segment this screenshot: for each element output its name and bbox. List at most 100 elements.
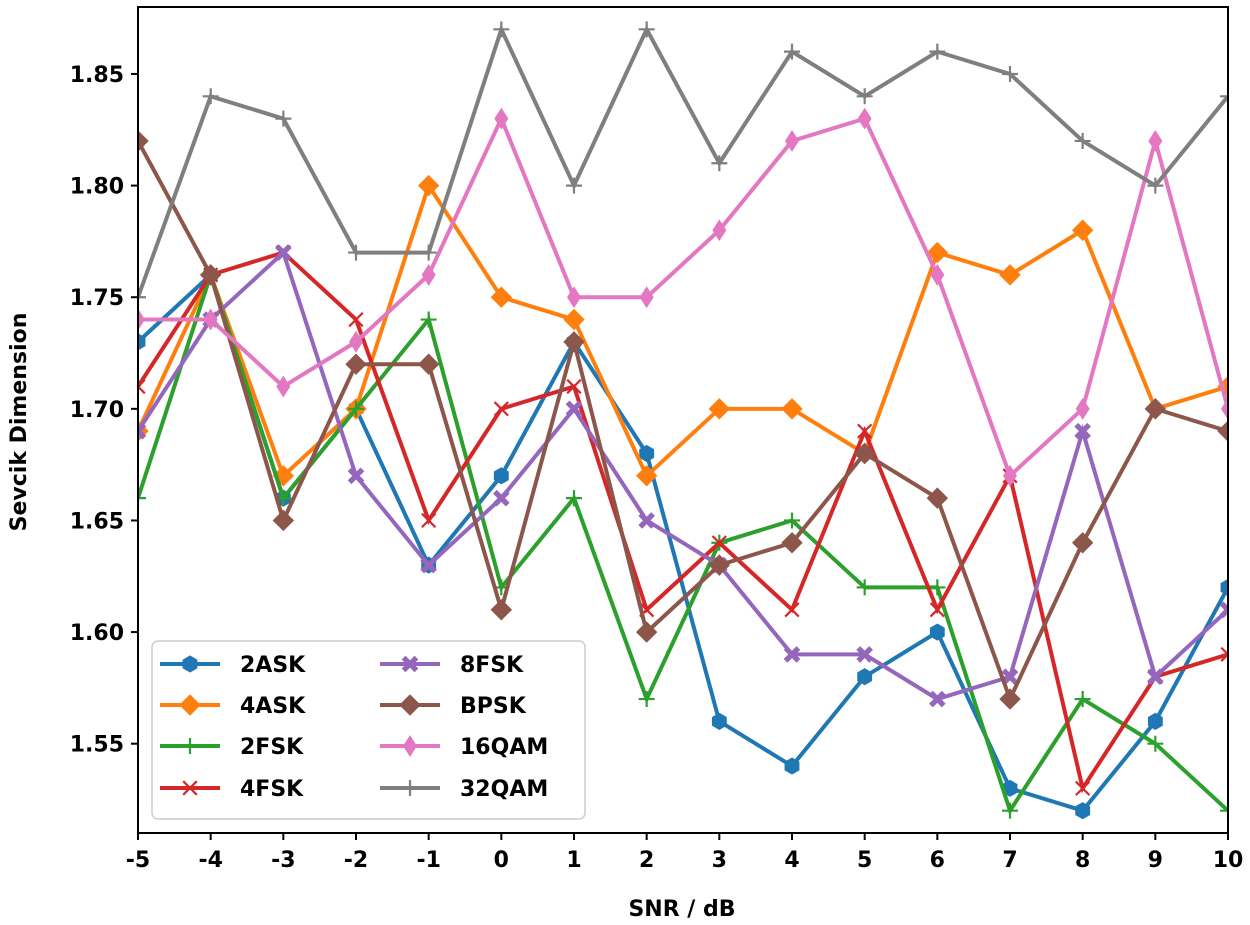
data-point-16QAM xyxy=(203,308,218,331)
data-point-2FSK xyxy=(856,579,873,596)
series-line-32QAM xyxy=(138,23,1228,298)
y-tick-label: 1.80 xyxy=(70,175,124,200)
data-point-BPSK xyxy=(999,688,1021,710)
x-tick-label: -4 xyxy=(198,848,222,873)
data-point-4ASK xyxy=(781,398,803,420)
data-point-8FSK xyxy=(1074,422,1091,440)
data-point-2ASK xyxy=(493,467,509,485)
legend-item-32QAM: 32QAM xyxy=(380,777,548,802)
legend-label: 2FSK xyxy=(240,735,304,760)
series-2FSK xyxy=(138,266,1228,819)
data-point-2ASK xyxy=(1147,712,1163,730)
data-point-4FSK xyxy=(138,378,146,395)
legend-label: 4FSK xyxy=(240,777,304,802)
data-point-16QAM xyxy=(567,286,581,309)
data-point-4FSK xyxy=(929,602,945,618)
data-point-16QAM xyxy=(494,107,509,130)
data-point-32QAM xyxy=(1002,65,1018,82)
data-point-4FSK xyxy=(784,602,800,618)
x-tick-label: 7 xyxy=(1002,848,1017,873)
y-tick-label: 1.70 xyxy=(70,398,124,423)
legend-label: BPSK xyxy=(460,694,527,719)
legend-item-BPSK: BPSK xyxy=(380,694,527,719)
data-point-4FSK xyxy=(1220,646,1228,662)
data-point-16QAM xyxy=(421,263,436,286)
axes: -5 -4 -3 -2 -1 0 1 2 3 4 5 6 7 8 9 10 1.55 1.60 1.65 1.70 1.… xyxy=(70,6,1243,873)
data-point-2ASK xyxy=(784,757,800,775)
series-16QAM xyxy=(138,107,1228,487)
legend-item-2FSK: 2FSK xyxy=(160,735,304,760)
data-point-2FSK xyxy=(566,490,582,507)
legend-label: 8FSK xyxy=(460,653,524,678)
x-tick-label: -1 xyxy=(416,848,440,873)
data-point-32QAM xyxy=(1220,88,1228,105)
data-point-32QAM xyxy=(1074,132,1091,149)
y-axis-label: Sevcik Dimension xyxy=(7,313,32,532)
data-point-BPSK xyxy=(853,442,876,465)
data-point-32QAM xyxy=(711,155,728,172)
legend-marker xyxy=(399,694,421,716)
series-line-16QAM xyxy=(138,113,1228,480)
legend-item-8FSK: 8FSK xyxy=(380,653,524,678)
data-point-2ASK xyxy=(1220,578,1228,597)
x-tick-label: 5 xyxy=(857,848,872,873)
data-point-16QAM xyxy=(138,308,145,331)
legend-item-4FSK: 4FSK xyxy=(160,777,304,802)
x-tick-label: 8 xyxy=(1075,848,1090,873)
data-point-16QAM xyxy=(930,263,945,286)
data-point-2FSK xyxy=(784,512,800,529)
data-point-2FSK xyxy=(1147,735,1164,752)
data-point-4ASK xyxy=(708,398,731,420)
data-point-16QAM xyxy=(349,330,363,353)
data-point-BPSK xyxy=(781,532,803,554)
legend-marker xyxy=(182,655,198,673)
data-point-4ASK xyxy=(999,264,1021,286)
legend-marker xyxy=(182,780,198,796)
legend-box xyxy=(151,640,586,820)
data-point-16QAM xyxy=(785,130,799,152)
data-point-4FSK xyxy=(421,512,437,529)
data-point-4FSK xyxy=(348,311,364,328)
legend-marker xyxy=(403,735,417,757)
data-point-BPSK xyxy=(199,264,222,286)
series-8FSK xyxy=(138,244,1228,708)
y-tick-label: 1.75 xyxy=(70,286,124,311)
y-tick-label: 1.65 xyxy=(70,509,124,534)
data-point-8FSK xyxy=(638,512,655,529)
data-point-32QAM xyxy=(493,21,510,38)
data-point-BPSK xyxy=(272,509,295,532)
data-point-4ASK xyxy=(926,241,949,264)
data-point-8FSK xyxy=(275,244,292,261)
series-4ASK xyxy=(138,174,1228,487)
data-point-BPSK xyxy=(635,621,658,643)
data-point-BPSK xyxy=(1071,532,1094,554)
data-point-8FSK xyxy=(856,646,873,663)
x-tick-label: 3 xyxy=(712,848,727,873)
data-point-2ASK xyxy=(711,712,727,730)
data-point-4ASK xyxy=(1071,219,1094,241)
data-point-16QAM xyxy=(857,107,872,130)
data-point-32QAM xyxy=(929,43,946,60)
data-point-16QAM xyxy=(1148,130,1163,152)
x-axis-label: SNR / dB xyxy=(628,897,735,922)
data-point-32QAM xyxy=(1147,177,1164,194)
x-tick-label: -3 xyxy=(271,848,295,873)
data-point-8FSK xyxy=(1001,668,1019,686)
x-tick-label: 6 xyxy=(930,848,945,873)
legend-label: 32QAM xyxy=(460,777,548,802)
legend-marker xyxy=(182,738,198,754)
data-point-8FSK xyxy=(420,556,437,574)
series-line-BPSK xyxy=(138,139,1228,705)
data-point-32QAM xyxy=(275,110,292,127)
data-point-2FSK xyxy=(348,400,364,417)
data-point-4ASK xyxy=(490,286,513,308)
series-line-4FSK xyxy=(138,250,1228,794)
x-tick-label: 0 xyxy=(494,848,509,873)
data-point-16QAM xyxy=(712,219,727,242)
data-point-32QAM xyxy=(202,88,219,105)
data-point-16QAM xyxy=(1075,397,1090,420)
data-point-16QAM xyxy=(639,286,654,309)
data-point-32QAM xyxy=(420,244,437,261)
data-point-4FSK xyxy=(1075,780,1091,796)
